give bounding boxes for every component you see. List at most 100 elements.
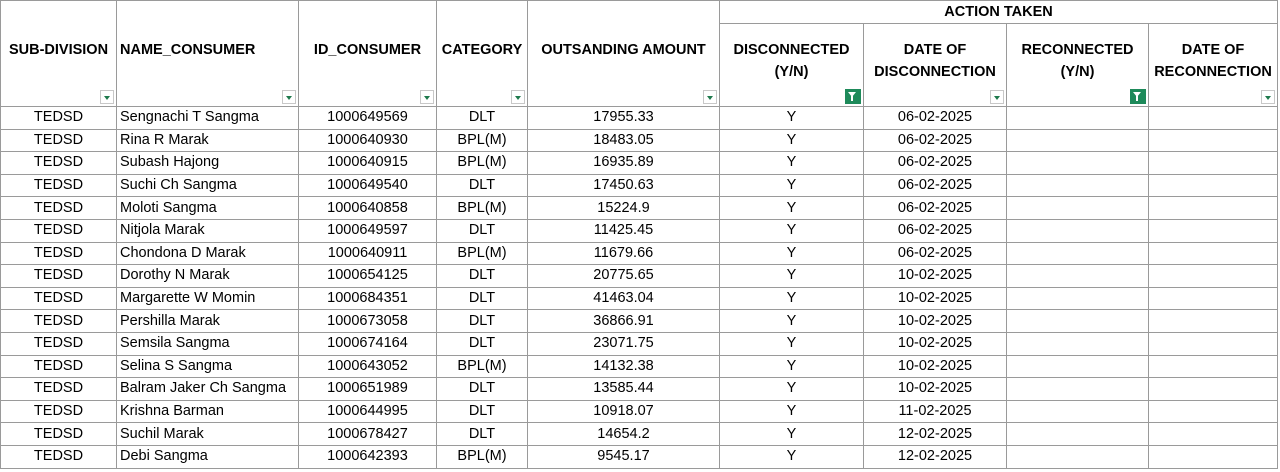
cell-name-consumer[interactable]: Subash Hajong [116,151,299,175]
cell-name-consumer[interactable]: Sengnachi T Sangma [116,106,299,130]
cell-category[interactable]: DLT [436,264,528,288]
cell-category[interactable]: DLT [436,173,528,198]
col-header-date-of-disconnection[interactable]: DATE OF DISCONNECTION [863,23,1007,107]
cell-disconnected[interactable]: Y [719,422,864,446]
cell-sub-division[interactable]: TEDSD [0,309,117,333]
cell-name-consumer[interactable]: Semsila Sangma [116,331,299,356]
col-header-date-of-reconnection[interactable]: DATE OF RECONNECTION [1147,23,1279,107]
cell-reconnected[interactable] [1006,399,1149,424]
cell-date-of-reconnection[interactable] [1147,173,1279,198]
cell-outstanding-amount[interactable]: 13585.44 [527,377,720,401]
cell-date-of-disconnection[interactable]: 06-02-2025 [863,173,1007,198]
cell-name-consumer[interactable]: Pershilla Marak [116,309,299,333]
col-header-sub-division[interactable]: SUB-DIVISION [0,0,117,107]
cell-id-consumer[interactable]: 1000678427 [298,422,437,446]
cell-category[interactable]: BPL(M) [436,151,528,175]
cell-outstanding-amount[interactable]: 41463.04 [527,286,720,311]
cell-reconnected[interactable] [1006,196,1149,220]
cell-outstanding-amount[interactable]: 23071.75 [527,331,720,356]
cell-category[interactable]: DLT [436,331,528,356]
cell-name-consumer[interactable]: Chondona D Marak [116,241,299,266]
col-header-disconnected[interactable]: DISCONNECTED (Y/N) [719,23,864,107]
cell-date-of-disconnection[interactable]: 06-02-2025 [863,241,1007,266]
cell-date-of-disconnection[interactable]: 10-02-2025 [863,354,1007,379]
cell-date-of-reconnection[interactable] [1147,241,1279,266]
cell-disconnected[interactable]: Y [719,151,864,175]
cell-date-of-disconnection[interactable]: 06-02-2025 [863,151,1007,175]
cell-reconnected[interactable] [1006,422,1149,446]
cell-disconnected[interactable]: Y [719,354,864,379]
cell-id-consumer[interactable]: 1000654125 [298,264,437,288]
cell-sub-division[interactable]: TEDSD [0,264,117,288]
cell-reconnected[interactable] [1006,444,1149,469]
cell-reconnected[interactable] [1006,286,1149,311]
cell-outstanding-amount[interactable]: 20775.65 [527,264,720,288]
cell-sub-division[interactable]: TEDSD [0,399,117,424]
cell-sub-division[interactable]: TEDSD [0,106,117,130]
cell-date-of-reconnection[interactable] [1147,377,1279,401]
cell-date-of-reconnection[interactable] [1147,331,1279,356]
cell-name-consumer[interactable]: Selina S Sangma [116,354,299,379]
cell-disconnected[interactable]: Y [719,173,864,198]
cell-date-of-reconnection[interactable] [1147,196,1279,220]
cell-date-of-disconnection[interactable]: 10-02-2025 [863,377,1007,401]
cell-sub-division[interactable]: TEDSD [0,151,117,175]
cell-outstanding-amount[interactable]: 16935.89 [527,151,720,175]
cell-category[interactable]: DLT [436,309,528,333]
cell-reconnected[interactable] [1006,377,1149,401]
dropdown-icon[interactable] [990,90,1004,104]
cell-date-of-reconnection[interactable] [1147,286,1279,311]
cell-category[interactable]: DLT [436,106,528,130]
cell-date-of-disconnection[interactable]: 10-02-2025 [863,264,1007,288]
cell-outstanding-amount[interactable]: 14132.38 [527,354,720,379]
cell-disconnected[interactable]: Y [719,399,864,424]
cell-reconnected[interactable] [1006,151,1149,175]
cell-outstanding-amount[interactable]: 10918.07 [527,399,720,424]
cell-category[interactable]: BPL(M) [436,128,528,153]
cell-id-consumer[interactable]: 1000642393 [298,444,437,469]
cell-sub-division[interactable]: TEDSD [0,354,117,379]
cell-reconnected[interactable] [1006,264,1149,288]
cell-disconnected[interactable]: Y [719,264,864,288]
cell-outstanding-amount[interactable]: 18483.05 [527,128,720,153]
cell-date-of-disconnection[interactable]: 06-02-2025 [863,106,1007,130]
cell-outstanding-amount[interactable]: 14654.2 [527,422,720,446]
cell-outstanding-amount[interactable]: 11425.45 [527,218,720,243]
cell-date-of-disconnection[interactable]: 10-02-2025 [863,331,1007,356]
cell-category[interactable]: DLT [436,399,528,424]
cell-sub-division[interactable]: TEDSD [0,331,117,356]
cell-category[interactable]: BPL(M) [436,354,528,379]
cell-outstanding-amount[interactable]: 11679.66 [527,241,720,266]
dropdown-icon[interactable] [282,90,296,104]
cell-date-of-disconnection[interactable]: 12-02-2025 [863,444,1007,469]
col-header-category[interactable]: CATEGORY [436,0,528,107]
cell-date-of-disconnection[interactable]: 06-02-2025 [863,196,1007,220]
dropdown-icon[interactable] [511,90,525,104]
filter-active-icon[interactable] [1130,89,1146,104]
cell-reconnected[interactable] [1006,173,1149,198]
cell-date-of-reconnection[interactable] [1147,128,1279,153]
cell-category[interactable]: DLT [436,377,528,401]
cell-id-consumer[interactable]: 1000649569 [298,106,437,130]
cell-outstanding-amount[interactable]: 17955.33 [527,106,720,130]
cell-disconnected[interactable]: Y [719,106,864,130]
cell-sub-division[interactable]: TEDSD [0,218,117,243]
cell-id-consumer[interactable]: 1000640930 [298,128,437,153]
cell-name-consumer[interactable]: Suchil Marak [116,422,299,446]
cell-date-of-disconnection[interactable]: 06-02-2025 [863,218,1007,243]
cell-disconnected[interactable]: Y [719,444,864,469]
cell-category[interactable]: DLT [436,286,528,311]
col-header-id-consumer[interactable]: ID_CONSUMER [298,0,437,107]
cell-reconnected[interactable] [1006,128,1149,153]
cell-id-consumer[interactable]: 1000643052 [298,354,437,379]
cell-id-consumer[interactable]: 1000644995 [298,399,437,424]
cell-reconnected[interactable] [1006,218,1149,243]
cell-date-of-disconnection[interactable]: 10-02-2025 [863,286,1007,311]
cell-date-of-disconnection[interactable]: 06-02-2025 [863,128,1007,153]
cell-disconnected[interactable]: Y [719,218,864,243]
cell-id-consumer[interactable]: 1000674164 [298,331,437,356]
cell-date-of-disconnection[interactable]: 10-02-2025 [863,309,1007,333]
cell-sub-division[interactable]: TEDSD [0,196,117,220]
cell-disconnected[interactable]: Y [719,241,864,266]
cell-date-of-reconnection[interactable] [1147,264,1279,288]
